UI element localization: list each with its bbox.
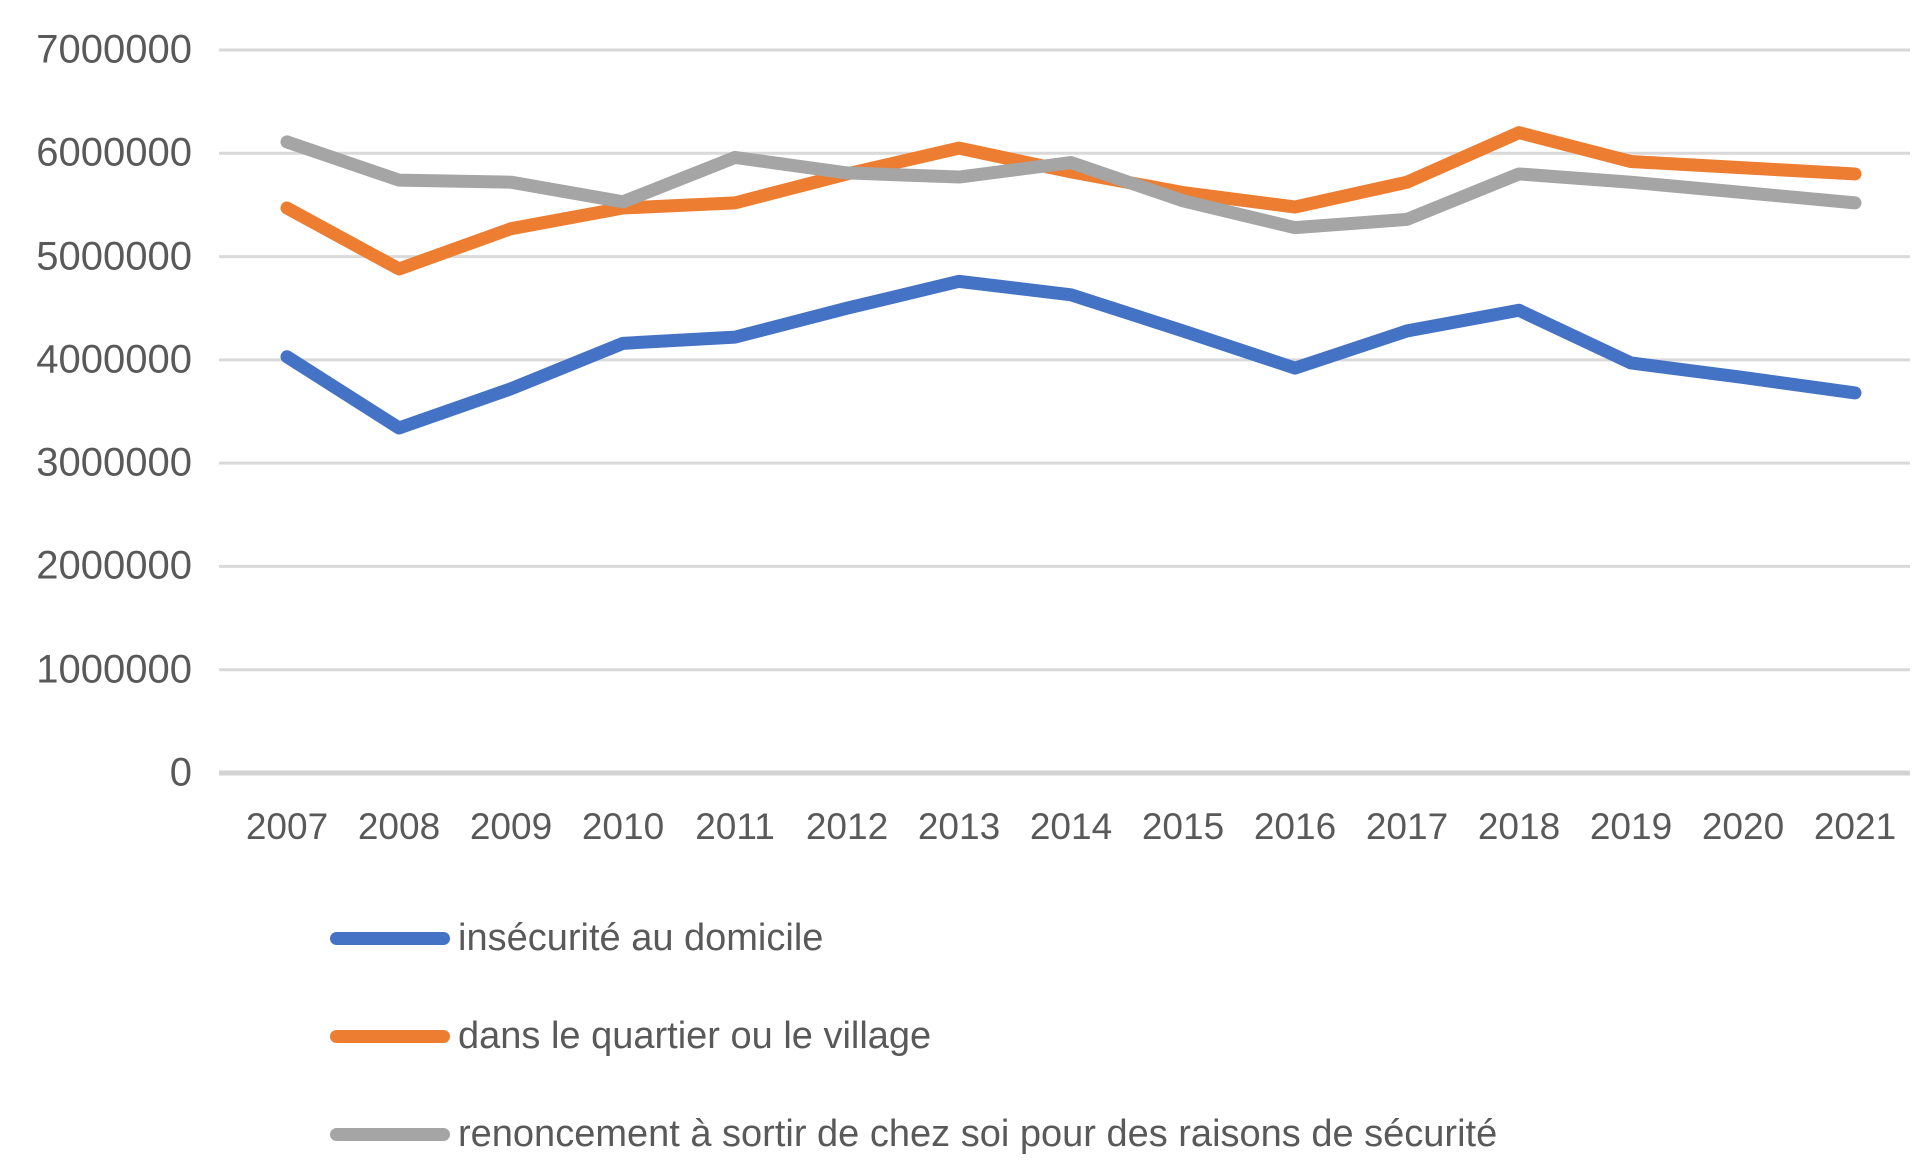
x-tick-label: 2015 <box>1141 806 1225 847</box>
y-tick-label: 7000000 <box>36 27 192 72</box>
series-line-0 <box>280 274 1862 435</box>
x-tick-label: 2012 <box>805 806 889 847</box>
y-tick-label: 0 <box>169 750 192 795</box>
x-tick-label: 2016 <box>1253 806 1337 847</box>
x-tick-label: 2013 <box>917 806 1001 847</box>
x-tick-label: 2021 <box>1813 806 1897 847</box>
x-tick-label: 2008 <box>357 806 441 847</box>
y-tick-label: 1000000 <box>36 647 192 692</box>
series-line-1 <box>280 126 1862 276</box>
x-tick-label: 2017 <box>1365 806 1449 847</box>
x-tick-label: 2019 <box>1589 806 1673 847</box>
y-tick-label: 3000000 <box>36 440 192 485</box>
x-tick-label: 2020 <box>1701 806 1785 847</box>
x-tick-label: 2014 <box>1029 806 1113 847</box>
x-tick-label: 2018 <box>1477 806 1561 847</box>
x-tick-label: 2007 <box>245 806 329 847</box>
x-tick-label: 2009 <box>469 806 553 847</box>
y-tick-label: 5000000 <box>36 234 192 279</box>
y-tick-label: 4000000 <box>36 337 192 382</box>
x-tick-label: 2010 <box>581 806 665 847</box>
x-tick-label: 2011 <box>695 806 775 847</box>
series-line-2 <box>280 135 1862 235</box>
y-tick-label: 2000000 <box>36 543 192 588</box>
y-tick-label: 6000000 <box>36 130 192 175</box>
